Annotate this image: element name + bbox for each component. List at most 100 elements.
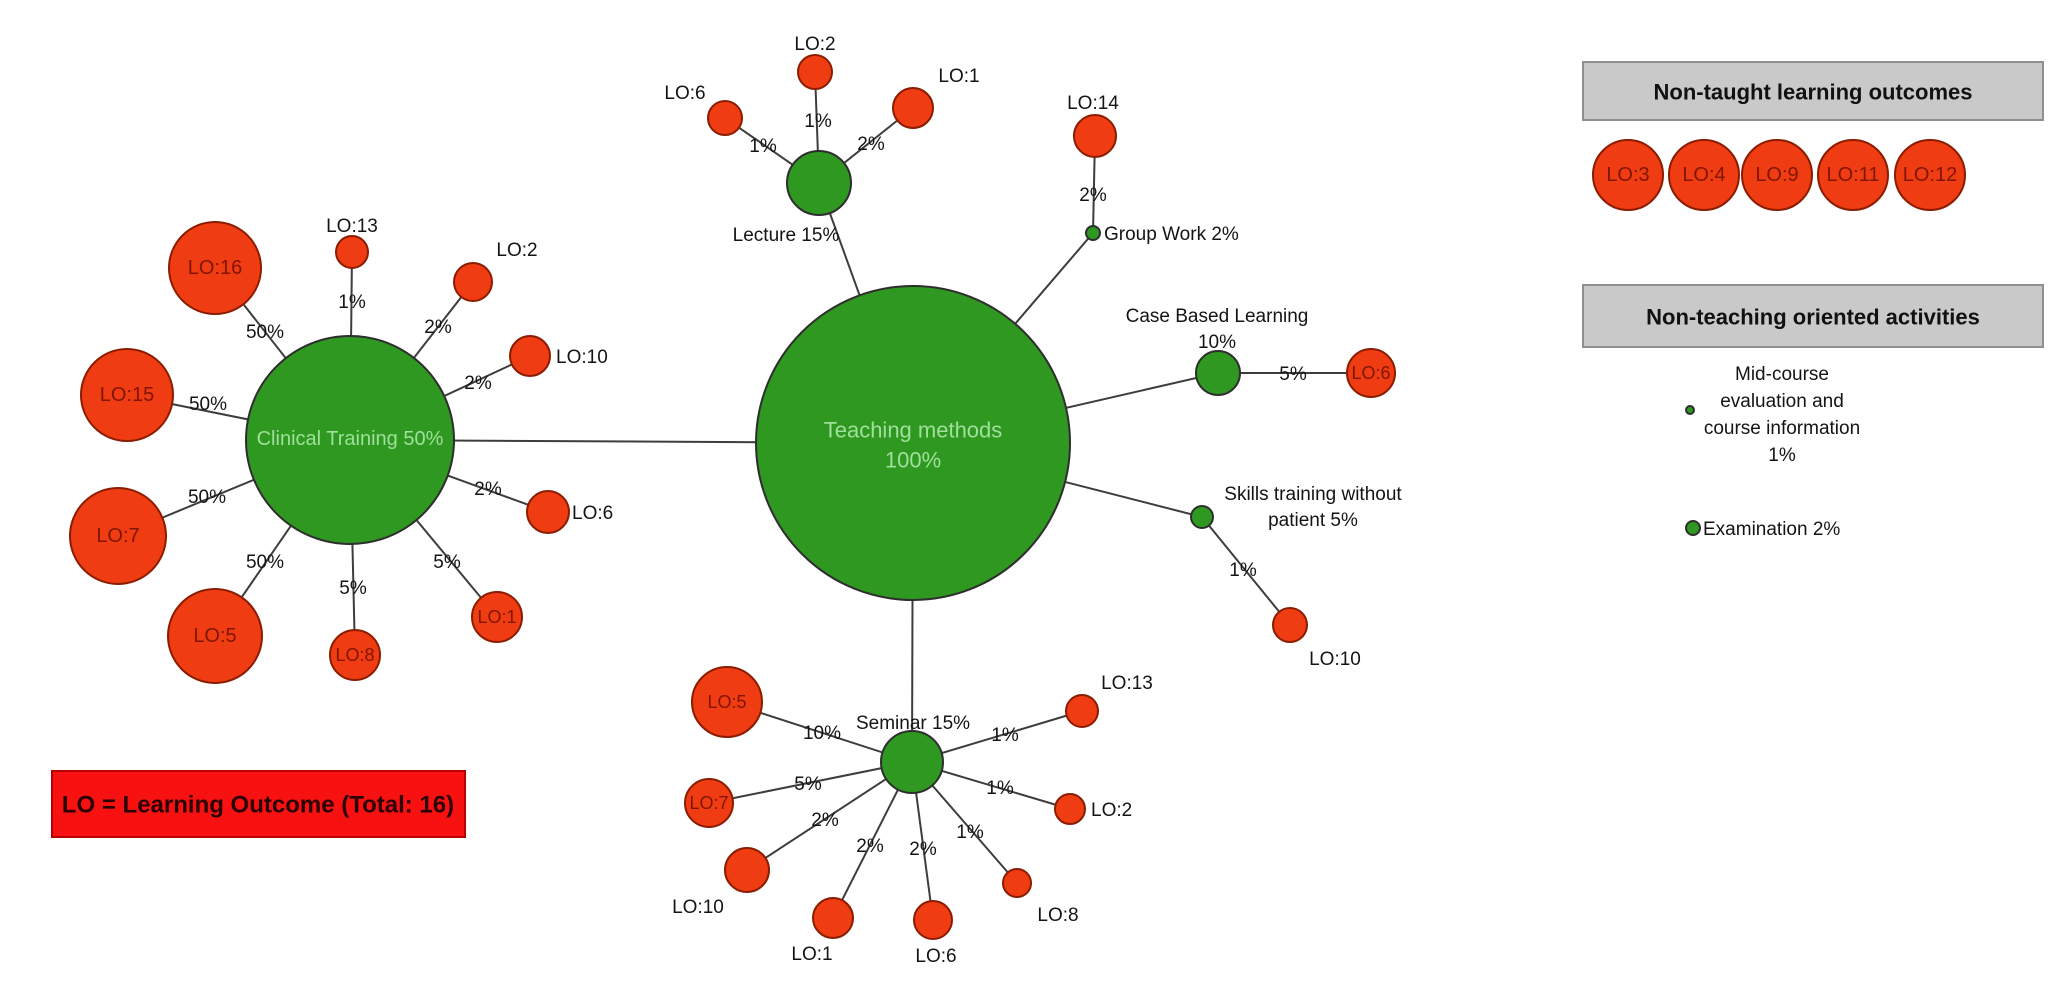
- pct-seminar-lo8: 1%: [956, 822, 984, 843]
- legend-node-lo12: [1894, 139, 1966, 211]
- legend-node-lo9: [1741, 139, 1813, 211]
- pct-clinical-lo13: 1%: [338, 292, 366, 313]
- cluster-case-based-learning: Case Based Learning 10% LO:6 5%: [1126, 306, 1396, 398]
- pct-seminar-lo2: 1%: [986, 778, 1014, 799]
- node-seminar-lo7: [684, 778, 734, 828]
- midcourse-line4: 1%: [1768, 445, 1796, 466]
- midcourse-line2: evaluation and: [1720, 391, 1844, 412]
- node-seminar-lo13: [1065, 694, 1099, 728]
- legend-label-lo11: LO:11: [1827, 164, 1880, 186]
- node-seminar-lo10: [724, 847, 770, 893]
- cluster-lecture: Lecture 15% LO:6 LO:2 LO:1 1% 1% 2%: [664, 34, 979, 246]
- pct-lecture-lo6: 1%: [749, 136, 777, 157]
- node-lecture-lo6: [707, 100, 743, 136]
- node-case-based-learning: [1195, 350, 1241, 396]
- pct-clinical-lo1: 5%: [433, 552, 461, 573]
- label-seminar-lo1: LO:1: [791, 944, 832, 965]
- examination-label: Examination 2%: [1703, 519, 1840, 540]
- label-seminar-lo7: LO:7: [689, 793, 728, 813]
- pct-clinical-lo7: 50%: [188, 487, 226, 508]
- node-clinical-training: [245, 335, 455, 545]
- pct-seminar-lo5: 10%: [803, 723, 841, 744]
- label-seminar-lo2: LO:2: [1091, 800, 1132, 821]
- pct-seminar-lo10: 2%: [811, 810, 839, 831]
- cluster-clinical-training: Clinical Training 50% LO:16 LO:15 LO:7 L…: [69, 216, 613, 684]
- node-clinical-lo6: [526, 490, 570, 534]
- node-clinical-lo10: [509, 335, 551, 377]
- pct-clinical-lo16: 50%: [246, 322, 284, 343]
- pct-case-based-lo6: 5%: [1279, 364, 1307, 385]
- legend-non-taught-header-box: [1582, 61, 2044, 121]
- label-case-based-line2: 10%: [1198, 332, 1236, 353]
- node-clinical-lo5: [167, 588, 263, 684]
- node-seminar-lo8: [1002, 868, 1032, 898]
- note-text: LO = Learning Outcome (Total: 16): [62, 792, 454, 819]
- pct-clinical-lo5: 50%: [246, 552, 284, 573]
- pct-clinical-lo10: 2%: [464, 373, 492, 394]
- label-seminar-lo5: LO:5: [707, 692, 746, 712]
- examination-dot: [1685, 520, 1701, 536]
- label-case-based-line1: Case Based Learning: [1126, 306, 1309, 327]
- node-seminar-lo1: [812, 897, 854, 939]
- central-node-teaching-methods: Teaching methods 100%: [755, 285, 1071, 601]
- pct-skills-lo10: 1%: [1229, 560, 1257, 581]
- node-lecture: [786, 150, 852, 216]
- midcourse-line1: Mid-course: [1735, 364, 1829, 385]
- pct-clinical-lo15: 50%: [189, 394, 227, 415]
- label-clinical-lo1: LO:1: [477, 607, 516, 627]
- label-clinical-lo6: LO:6: [572, 503, 613, 524]
- label-skills-line1: Skills training without: [1224, 484, 1402, 505]
- label-clinical-lo10: LO:10: [556, 347, 608, 368]
- legend-non-taught-title: Non-taught learning outcomes: [1654, 80, 1973, 105]
- edge-skills-lo10: [1201, 516, 1291, 626]
- label-clinical-lo8: LO:8: [335, 645, 374, 665]
- legend-non-teaching: Non-teaching oriented activities Mid-cou…: [1582, 284, 2044, 540]
- label-clinical-lo15: LO:15: [100, 384, 154, 406]
- node-seminar-lo5: [691, 666, 763, 738]
- node-clinical-lo15: [80, 348, 174, 442]
- node-seminar: [880, 730, 944, 794]
- edge-seminar-lo10: [746, 761, 913, 871]
- pct-group-work-lo14: 2%: [1079, 185, 1107, 206]
- label-clinical-lo5: LO:5: [193, 625, 236, 647]
- node-clinical-lo13: [335, 235, 369, 269]
- node-clinical-lo7: [69, 487, 167, 585]
- node-teaching-methods: [755, 285, 1071, 601]
- legend-label-lo9: LO:9: [1755, 164, 1798, 186]
- label-lecture-lo2: LO:2: [794, 34, 835, 55]
- label-clinical-training: Clinical Training 50%: [257, 428, 444, 450]
- note-box: [51, 770, 466, 838]
- label-lecture-lo1: LO:1: [938, 66, 979, 87]
- legend-non-teaching-title: Non-teaching oriented activities: [1646, 305, 1980, 330]
- node-seminar-lo2: [1054, 793, 1086, 825]
- legend-node-lo3: [1592, 139, 1664, 211]
- edge-seminar-lo7: [708, 761, 913, 804]
- node-clinical-lo16: [168, 221, 262, 315]
- label-clinical-lo13: LO:13: [326, 216, 378, 237]
- legend-node-lo11: [1817, 139, 1889, 211]
- legend-node-lo4: [1668, 139, 1740, 211]
- label-teaching-methods-line2: 100%: [885, 448, 941, 473]
- legend-label-lo12: LO:12: [1903, 164, 1957, 186]
- label-group-work-lo14: LO:14: [1067, 93, 1119, 114]
- node-clinical-lo1: [471, 591, 523, 643]
- node-clinical-lo8: [329, 629, 381, 681]
- pct-lecture-lo2: 1%: [804, 111, 832, 132]
- cluster-skills-training: Skills training without patient 5% LO:10…: [1190, 484, 1402, 670]
- label-case-based-lo6: LO:6: [1351, 363, 1390, 383]
- pct-clinical-lo8: 5%: [339, 578, 367, 599]
- pct-seminar-lo6: 2%: [909, 839, 937, 860]
- cluster-seminar: Seminar 15% LO:5 LO:7 LO:10 LO:1 LO:6 LO…: [672, 666, 1153, 967]
- pct-clinical-lo6: 2%: [474, 479, 502, 500]
- node-skills-training: [1190, 505, 1214, 529]
- label-skills-lo10: LO:10: [1309, 649, 1361, 670]
- label-seminar-lo6: LO:6: [915, 946, 956, 967]
- pct-clinical-lo2: 2%: [424, 317, 452, 338]
- label-lecture: Lecture 15%: [733, 225, 840, 246]
- node-lecture-lo1: [892, 87, 934, 129]
- node-group-work: [1085, 225, 1101, 241]
- pct-lecture-lo1: 2%: [857, 134, 885, 155]
- label-teaching-methods-line1: Teaching methods: [824, 418, 1003, 443]
- label-seminar-lo8: LO:8: [1037, 905, 1078, 926]
